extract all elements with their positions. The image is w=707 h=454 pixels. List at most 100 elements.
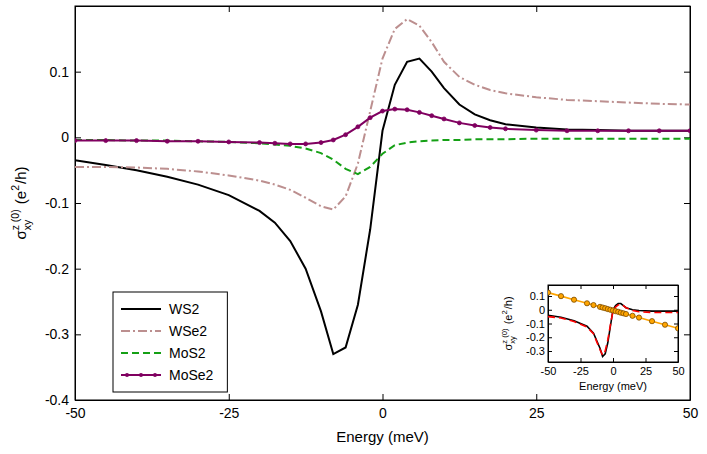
tick-mark xyxy=(75,203,81,204)
tick-label: 0.1 xyxy=(530,290,545,302)
series-marker xyxy=(196,139,200,143)
tick-mark xyxy=(684,400,690,401)
series-line xyxy=(75,109,690,144)
tick-mark xyxy=(674,351,678,352)
x-axis-top-tick xyxy=(536,6,537,12)
legend: WS2WSe2MoS2MoSe2 xyxy=(113,292,227,392)
y-axis-right xyxy=(674,286,679,363)
y-axis-right xyxy=(684,7,691,401)
y-axis: -0.4-0.3-0.2-0.100.1 xyxy=(45,7,81,408)
tick-label: 25 xyxy=(529,405,545,421)
tick-mark xyxy=(684,203,690,204)
tick-mark xyxy=(684,334,690,335)
x-axis-title: Energy (meV) xyxy=(579,380,647,392)
series-marker xyxy=(688,129,690,133)
tick-mark xyxy=(581,358,582,362)
y-axis-right-tick xyxy=(674,324,678,325)
tick-label: -0.3 xyxy=(45,326,69,342)
legend-box xyxy=(113,292,227,392)
series-marker xyxy=(75,139,77,143)
x-axis-top-tick xyxy=(581,285,582,289)
legend-marker xyxy=(139,373,143,377)
series-marker xyxy=(591,302,596,307)
series-marker xyxy=(405,108,409,112)
tick-label: 0 xyxy=(539,304,545,316)
tick-mark xyxy=(613,358,614,362)
tick-label: 0 xyxy=(610,365,616,377)
y-axis-title: σz (0)xy (e2/h) xyxy=(9,166,32,239)
legend-marker xyxy=(125,373,129,377)
tick-mark xyxy=(75,137,81,138)
series-marker xyxy=(344,133,348,137)
series-marker xyxy=(488,125,492,129)
axis-line xyxy=(549,362,679,363)
tick-label: 0 xyxy=(379,405,387,421)
series-marker xyxy=(630,313,635,318)
series-marker xyxy=(636,315,641,320)
legend-swatch xyxy=(121,374,161,376)
series-marker xyxy=(649,319,654,324)
y-axis-title-part: 2 xyxy=(500,310,509,314)
tick-label: 0 xyxy=(61,129,69,145)
tick-mark xyxy=(646,285,647,289)
y-axis-right-tick xyxy=(684,334,690,335)
tick-mark xyxy=(548,296,552,297)
x-axis-tick: -25 xyxy=(219,394,239,421)
y-axis-tick: -0.4 xyxy=(45,392,81,408)
tick-label: -50 xyxy=(541,365,557,377)
x-axis-top-tick xyxy=(646,285,647,289)
tick-mark xyxy=(383,394,384,400)
series-marker xyxy=(273,141,277,145)
legend-swatch xyxy=(121,352,161,354)
series-marker xyxy=(258,141,262,145)
y-axis-tick: 0.1 xyxy=(530,290,552,302)
tick-mark xyxy=(229,6,230,12)
tick-mark xyxy=(548,324,552,325)
tick-mark xyxy=(684,72,690,73)
x-axis-tick: 0 xyxy=(610,358,616,377)
axis-line xyxy=(76,400,691,401)
tick-label: 50 xyxy=(672,365,684,377)
plot-area xyxy=(548,290,678,357)
series-marker xyxy=(331,138,335,142)
x-axis: -50-2502550 xyxy=(65,394,698,421)
tick-mark xyxy=(581,285,582,289)
tick-label: -0.1 xyxy=(45,195,69,211)
series-line xyxy=(75,139,690,174)
series-line xyxy=(548,304,678,357)
y-axis-title-part: z (0) xyxy=(9,209,21,230)
y-axis-tick: -0.1 xyxy=(526,318,552,330)
y-axis-tick: 0.1 xyxy=(50,64,81,80)
legend-swatch xyxy=(121,330,161,332)
y-axis: -0.3 -0.2-0.1 0 0.1 xyxy=(526,286,552,363)
tick-label: -0.2 xyxy=(526,331,545,343)
y-axis-right-tick xyxy=(684,269,690,270)
series-line xyxy=(548,304,678,355)
series-marker xyxy=(584,301,589,306)
tick-label: 25 xyxy=(640,365,652,377)
tick-mark xyxy=(75,400,81,401)
y-axis-right-tick xyxy=(684,203,690,204)
y-axis-right-tick xyxy=(684,72,690,73)
legend-label: MoSe2 xyxy=(169,367,214,383)
y-axis-right-tick xyxy=(674,296,678,297)
legend-marker xyxy=(153,373,157,377)
series-marker xyxy=(675,326,678,331)
series-marker xyxy=(571,297,576,302)
series-marker xyxy=(304,142,308,146)
x-axis-top-tick xyxy=(229,6,230,12)
series-marker xyxy=(457,121,461,125)
legend-label: MoS2 xyxy=(169,345,206,361)
tick-label: -0.1 xyxy=(526,318,545,330)
y-axis-title-part: (e xyxy=(12,191,29,209)
series-marker xyxy=(430,114,434,118)
y-axis-tick: -0.3 xyxy=(526,345,552,357)
y-axis-right-tick xyxy=(674,337,678,338)
y-axis-right-tick xyxy=(674,351,678,352)
series-marker xyxy=(227,140,231,144)
series-marker xyxy=(393,107,397,111)
tick-mark xyxy=(548,337,552,338)
series-marker xyxy=(442,117,446,121)
tick-mark xyxy=(75,334,81,335)
y-axis-right-tick xyxy=(684,400,690,401)
